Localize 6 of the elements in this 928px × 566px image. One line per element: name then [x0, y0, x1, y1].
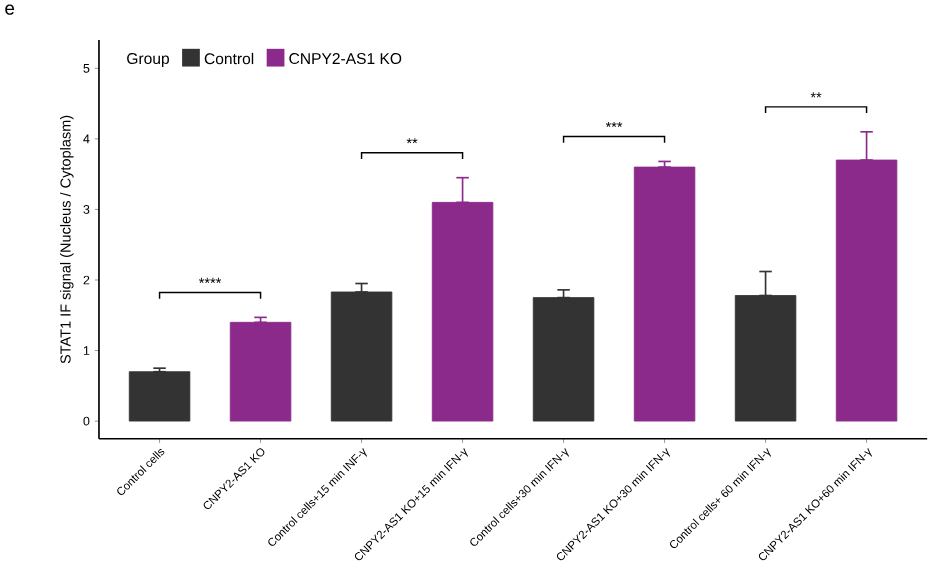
bar	[229, 321, 292, 422]
bar	[330, 291, 393, 422]
chart-title: e	[5, 4, 15, 15]
bar	[633, 166, 696, 422]
bar	[128, 370, 191, 422]
bar	[532, 296, 595, 422]
